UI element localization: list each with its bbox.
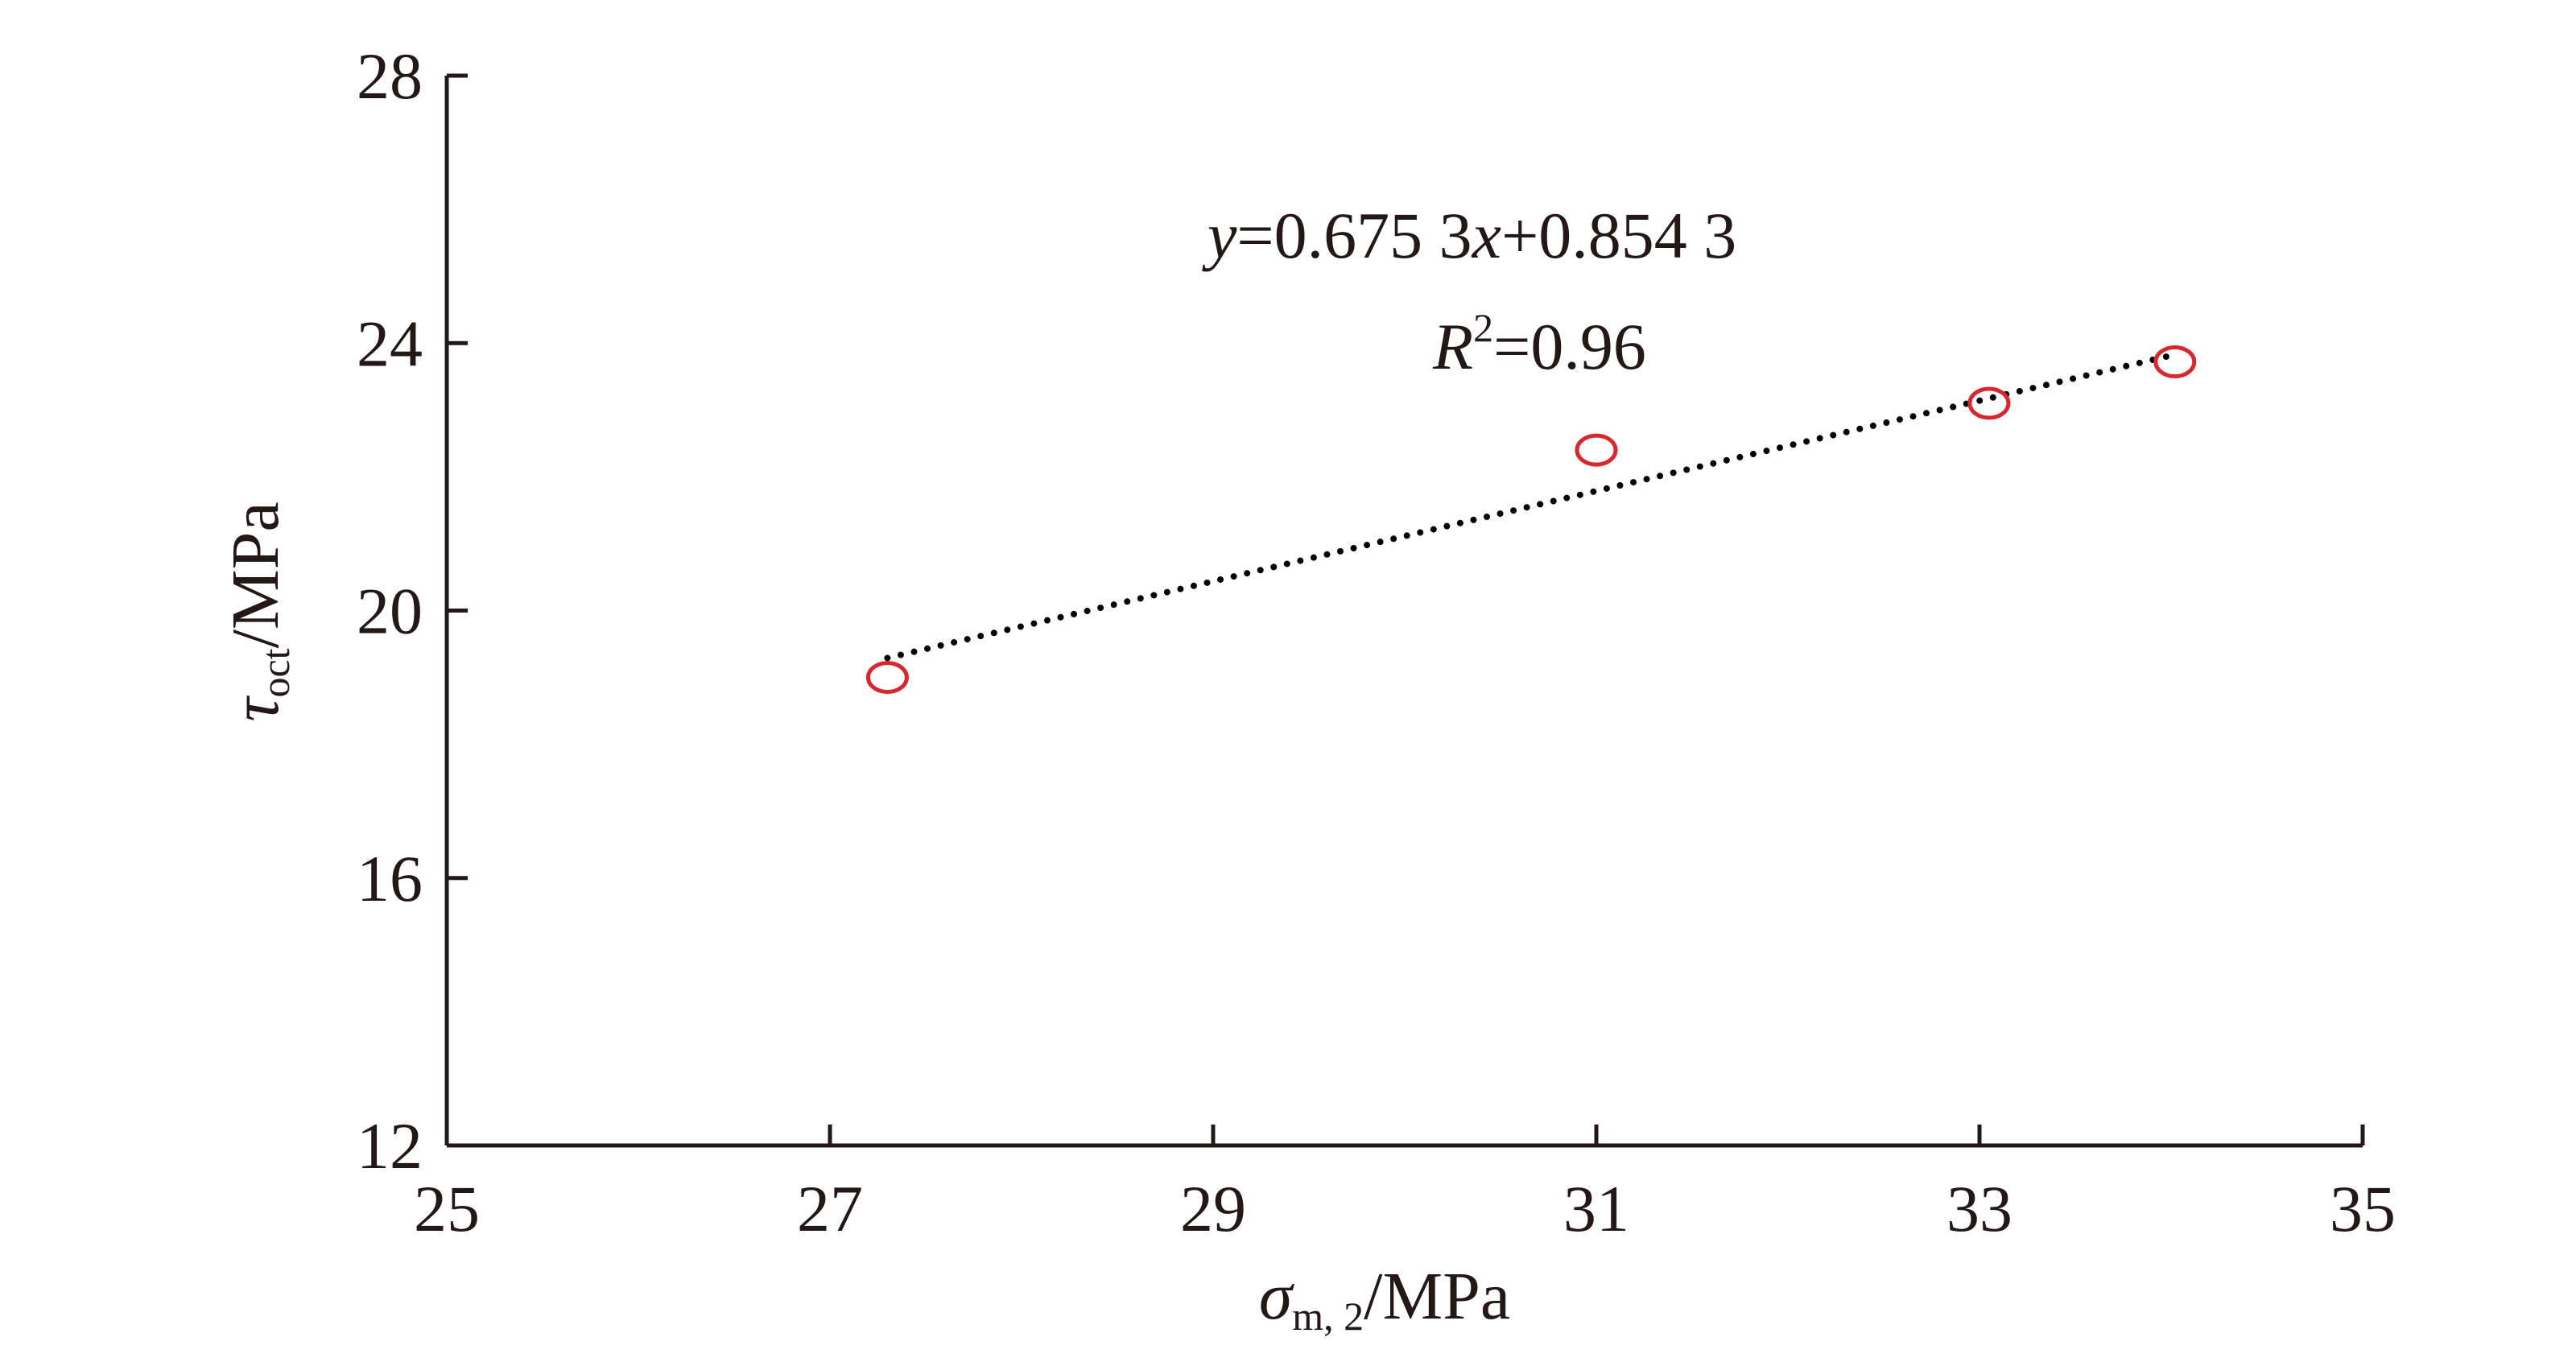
data-points bbox=[865, 345, 2197, 695]
trendline bbox=[884, 351, 2178, 662]
x-axis-label-subscript: m, 2 bbox=[1292, 1294, 1364, 1339]
ticks: 25 27 29 31 33 35 12 16 20 24 28 bbox=[357, 39, 2396, 1245]
data-point bbox=[1575, 433, 1618, 467]
x-tick-label: 35 bbox=[2330, 1172, 2396, 1245]
x-tick-label: 31 bbox=[1563, 1172, 1629, 1245]
r-squared-var: R bbox=[1432, 310, 1473, 383]
y-tick-label: 24 bbox=[357, 307, 423, 380]
equation-annotation: y=0.675 3x+0.854 3 bbox=[1202, 199, 1736, 272]
trendline-group bbox=[884, 351, 2178, 662]
x-tick-label: 29 bbox=[1180, 1172, 1246, 1245]
y-tick-label: 16 bbox=[357, 842, 423, 915]
data-point bbox=[1967, 386, 2011, 420]
equation-intercept: +0.854 3 bbox=[1501, 199, 1736, 272]
y-axis-label-symbol: τ bbox=[218, 695, 293, 722]
data-point bbox=[865, 661, 909, 695]
r-squared-value: =0.96 bbox=[1493, 310, 1646, 383]
y-tick-label: 20 bbox=[357, 575, 423, 648]
equation-slope: =0.675 3 bbox=[1236, 199, 1472, 272]
equation-x-var: x bbox=[1472, 199, 1501, 272]
r-squared-superscript: 2 bbox=[1473, 305, 1493, 350]
y-tick-label: 12 bbox=[357, 1109, 423, 1182]
x-axis-label-symbol: σ bbox=[1259, 1259, 1295, 1334]
x-tick-label: 25 bbox=[414, 1172, 480, 1245]
r-squared-annotation: R2=0.96 bbox=[1432, 305, 1646, 383]
x-tick-label: 33 bbox=[1946, 1172, 2013, 1245]
x-tick-label: 27 bbox=[797, 1172, 863, 1245]
y-axis-label: τoct/MPa bbox=[218, 501, 298, 721]
x-axis-label: σm, 2/MPa bbox=[1259, 1259, 1510, 1339]
y-axis-label-subscript: oct bbox=[253, 648, 298, 697]
equation-y-var: y bbox=[1202, 199, 1237, 272]
y-axis-label-unit: /MPa bbox=[218, 501, 293, 648]
x-axis-label-unit: /MPa bbox=[1364, 1259, 1510, 1334]
y-tick-label: 28 bbox=[357, 39, 423, 113]
data-point bbox=[2153, 345, 2197, 379]
